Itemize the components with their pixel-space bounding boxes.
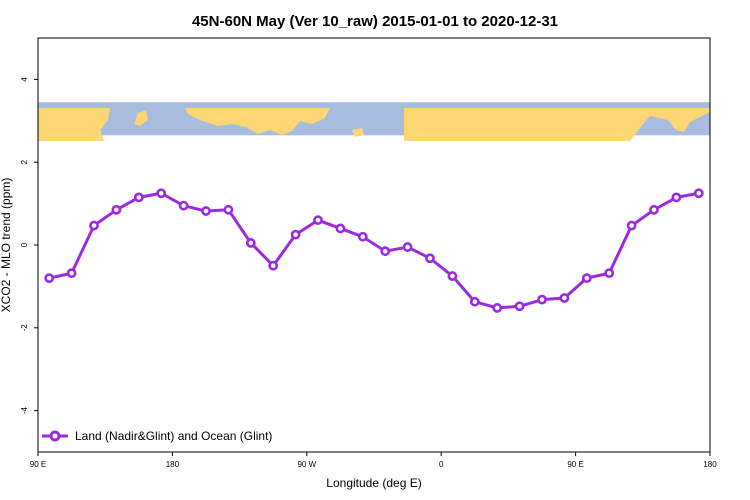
- x-tick-label: 180: [703, 460, 717, 469]
- land-europe-coast: [404, 108, 420, 141]
- data-point: [156, 188, 167, 199]
- data-point: [66, 268, 77, 279]
- land-japan-east: [674, 110, 684, 120]
- x-axis-label: Longitude (deg E): [326, 476, 421, 490]
- legend-marker: [49, 430, 61, 442]
- y-axis: -4 -2 0 2 4: [20, 77, 38, 414]
- legend: Land (Nadir&Glint) and Ocean (Glint): [42, 429, 272, 443]
- land-newfoundland: [352, 128, 364, 137]
- data-point: [178, 200, 189, 211]
- data-point: [111, 204, 122, 215]
- data-point: [559, 293, 570, 303]
- data-point: [671, 192, 682, 203]
- chart-title: 45N-60N May (Ver 10_raw) 2015-01-01 to 2…: [192, 13, 558, 30]
- data-point: [245, 238, 256, 248]
- x-tick-label: 90 W: [297, 460, 316, 469]
- data-point: [335, 223, 346, 234]
- data-point: [537, 294, 547, 305]
- series-line: [48, 191, 700, 310]
- data-point: [290, 229, 301, 240]
- data-point: [693, 188, 704, 199]
- data-point: [223, 204, 234, 215]
- legend-label: Land (Nadir&Glint) and Ocean (Glint): [75, 429, 272, 443]
- data-point: [514, 301, 525, 312]
- land-japan: [134, 110, 148, 126]
- data-point: [604, 268, 615, 279]
- data-point: [313, 215, 323, 226]
- data-point: [133, 192, 144, 203]
- data-point: [44, 273, 55, 284]
- data-point: [626, 220, 637, 231]
- data-point: [357, 231, 368, 242]
- data-point: [447, 271, 458, 281]
- x-tick-label: 180: [166, 460, 180, 469]
- y-tick-label: 2: [20, 159, 29, 164]
- data-point: [268, 260, 279, 271]
- series-layer: [44, 188, 704, 313]
- data-point: [380, 246, 391, 257]
- y-tick-label: 4: [20, 77, 29, 82]
- y-tick-label: -2: [20, 324, 29, 332]
- data-point: [581, 273, 592, 284]
- land-eurasia-east: [404, 108, 710, 141]
- land-hudson: [325, 114, 344, 134]
- y-axis-label: XCO2 - MLO trend (ppm): [0, 178, 13, 313]
- x-tick-label: 90 E: [30, 460, 46, 469]
- data-point: [492, 303, 503, 313]
- data-point: [402, 242, 413, 252]
- x-tick-label: 90 E: [567, 460, 583, 469]
- data-point: [201, 206, 211, 216]
- x-axis: 90 E 180 90 W 0 90 E 180: [30, 452, 717, 469]
- land-eurasia-west: [38, 108, 110, 141]
- data-point: [425, 253, 435, 264]
- y-tick-label: 0: [20, 242, 29, 247]
- map-strip: [38, 102, 710, 141]
- data-point: [89, 220, 99, 231]
- y-tick-label: -4: [20, 406, 29, 414]
- data-point: [469, 296, 480, 307]
- x-tick-label: 0: [439, 460, 444, 469]
- data-point: [649, 204, 659, 215]
- land-north-america: [185, 108, 330, 135]
- map-land: [38, 108, 710, 141]
